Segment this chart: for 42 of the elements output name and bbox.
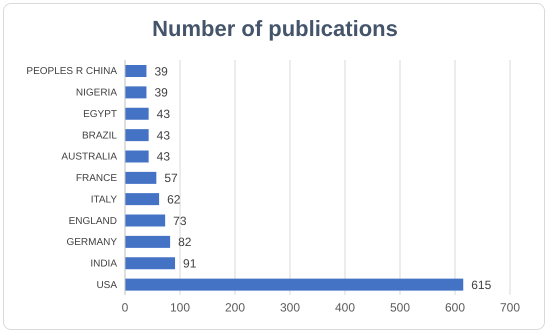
y-tick-label: ENGLAND xyxy=(68,216,117,227)
x-tick-label: 600 xyxy=(444,300,466,315)
y-tick-label: PEOPLES R CHINA xyxy=(26,66,118,78)
y-tick-label: FRANCE xyxy=(76,173,118,184)
chart-title: Number of publications xyxy=(151,16,399,42)
bar xyxy=(125,193,160,206)
x-tick-label: 200 xyxy=(224,300,246,315)
bar xyxy=(125,65,146,77)
data-label: 73 xyxy=(173,214,187,228)
bar xyxy=(125,86,146,98)
data-label: 615 xyxy=(471,278,492,292)
y-tick-label: GERMANY xyxy=(66,237,118,248)
x-tick-label: 400 xyxy=(334,300,356,315)
x-tick-label: 500 xyxy=(390,300,410,315)
bar xyxy=(125,278,464,291)
data-label: 57 xyxy=(164,171,178,186)
data-label: 82 xyxy=(178,235,192,250)
bar xyxy=(125,150,149,162)
data-label: 91 xyxy=(183,256,197,271)
x-tick-label: 700 xyxy=(500,300,520,315)
data-label: 43 xyxy=(156,128,170,142)
bar xyxy=(125,129,149,142)
x-tick-label: 100 xyxy=(170,300,190,315)
y-tick-label: ITALY xyxy=(90,194,118,206)
y-tick-label: USA xyxy=(96,280,118,291)
x-tick-label: 300 xyxy=(280,300,300,315)
y-tick-label: NIGERIA xyxy=(76,88,118,99)
y-tick-label: INDIA xyxy=(90,258,118,270)
y-tick-label: AUSTRALIA xyxy=(61,152,118,163)
data-label: 43 xyxy=(156,150,170,164)
bar xyxy=(125,214,166,227)
data-label: 43 xyxy=(156,106,170,121)
bar xyxy=(125,257,176,270)
bar xyxy=(125,172,156,184)
bar xyxy=(125,236,170,248)
bar xyxy=(125,108,149,120)
data-label: 39 xyxy=(154,86,168,100)
x-tick-label: 0 xyxy=(122,300,129,315)
data-label: 39 xyxy=(154,64,168,78)
data-label: 62 xyxy=(167,192,181,206)
y-tick-label: EGYPT xyxy=(83,108,117,120)
y-tick-label: BRAZIL xyxy=(82,130,118,142)
